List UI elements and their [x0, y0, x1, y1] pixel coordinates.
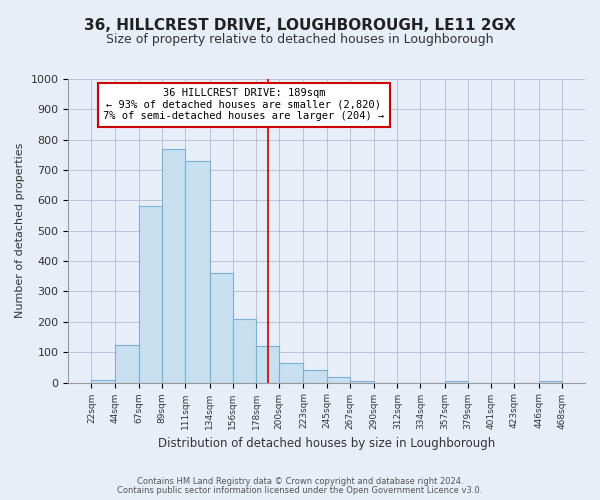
Bar	[279, 363, 304, 382]
Bar	[256, 346, 279, 383]
X-axis label: Distribution of detached houses by size in Loughborough: Distribution of detached houses by size …	[158, 437, 495, 450]
Text: Size of property relative to detached houses in Loughborough: Size of property relative to detached ho…	[106, 32, 494, 46]
Bar	[209, 274, 233, 382]
Text: 36, HILLCREST DRIVE, LOUGHBOROUGH, LE11 2GX: 36, HILLCREST DRIVE, LOUGHBOROUGH, LE11 …	[84, 18, 516, 32]
Bar	[162, 149, 185, 382]
Text: Contains HM Land Registry data © Crown copyright and database right 2024.: Contains HM Land Registry data © Crown c…	[137, 477, 463, 486]
Bar	[91, 380, 115, 382]
Bar	[139, 206, 162, 382]
Bar	[233, 319, 256, 382]
Bar	[539, 381, 562, 382]
Text: Contains public sector information licensed under the Open Government Licence v3: Contains public sector information licen…	[118, 486, 482, 495]
Text: 36 HILLCREST DRIVE: 189sqm
← 93% of detached houses are smaller (2,820)
7% of se: 36 HILLCREST DRIVE: 189sqm ← 93% of deta…	[103, 88, 385, 122]
Bar	[185, 161, 209, 382]
Bar	[350, 381, 374, 382]
Bar	[115, 344, 139, 383]
Y-axis label: Number of detached properties: Number of detached properties	[15, 143, 25, 318]
Bar	[326, 377, 350, 382]
Bar	[304, 370, 326, 382]
Bar	[445, 381, 468, 382]
